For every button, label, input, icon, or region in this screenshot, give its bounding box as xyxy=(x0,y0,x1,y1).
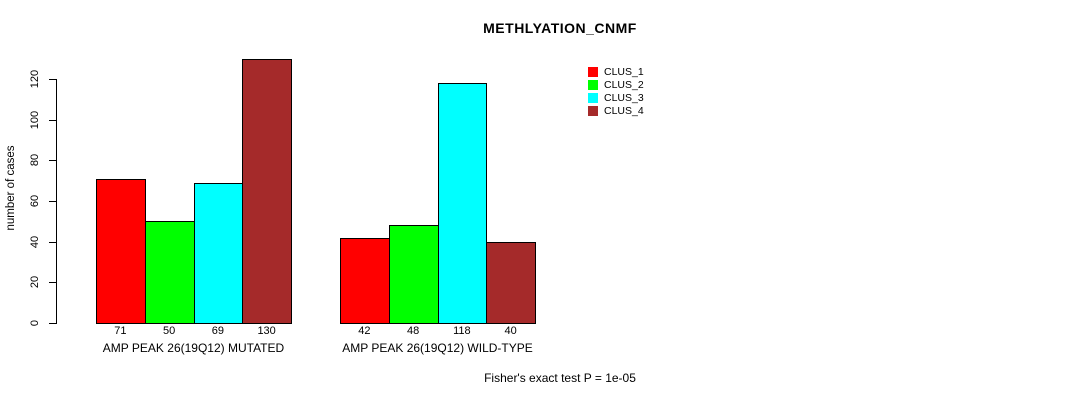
bar-value-label: 71 xyxy=(114,325,127,337)
y-axis-label: number of cases xyxy=(5,145,17,231)
y-axis-tick-label: 80 xyxy=(29,153,41,167)
y-axis-tick xyxy=(49,282,56,283)
legend-color-swatch xyxy=(588,67,598,77)
legend-item-label: CLUS_3 xyxy=(604,92,644,104)
y-axis-tick-label: 100 xyxy=(29,110,41,130)
bar-clus_1 xyxy=(96,178,146,324)
bar-value-label: 42 xyxy=(358,325,371,337)
legend-item: CLUS_2 xyxy=(588,79,658,92)
y-axis-tick xyxy=(49,79,56,80)
bar-clus_4 xyxy=(242,58,292,324)
bar-clus_3 xyxy=(437,83,488,324)
bar-clus_3 xyxy=(193,182,244,324)
y-axis-tick-label: 20 xyxy=(29,275,41,289)
bar-value-label: 130 xyxy=(257,325,276,337)
legend-item-label: CLUS_2 xyxy=(604,79,644,91)
legend-item-label: CLUS_4 xyxy=(604,105,644,117)
bar-clus_2 xyxy=(144,221,195,324)
y-axis-tick-label: 0 xyxy=(29,319,41,327)
y-axis-tick-label: 120 xyxy=(29,69,41,89)
y-axis-tick xyxy=(49,160,56,161)
legend-color-swatch xyxy=(588,80,598,90)
bar-value-label: 50 xyxy=(163,325,176,337)
y-axis-tick-label: 60 xyxy=(29,194,41,208)
legend-color-swatch xyxy=(588,93,598,103)
legend-item: CLUS_3 xyxy=(588,92,658,105)
bar-value-label: 48 xyxy=(407,325,420,337)
legend-color-swatch xyxy=(588,106,598,116)
y-axis-tick xyxy=(49,201,56,202)
y-axis-tick-label: 40 xyxy=(29,235,41,249)
y-axis-tick xyxy=(49,323,56,324)
y-axis-tick xyxy=(49,120,56,121)
annotation-text: Fisher's exact test P = 1e-05 xyxy=(484,371,636,385)
bar-value-label: 118 xyxy=(453,325,471,337)
legend-item: CLUS_1 xyxy=(588,66,658,79)
bar-value-label: 40 xyxy=(504,325,517,337)
bar-clus_2 xyxy=(388,225,439,324)
y-axis-line xyxy=(56,79,57,324)
bar-value-label: 69 xyxy=(211,325,224,337)
chart-title: METHLYATION_CNMF xyxy=(483,20,637,36)
group-axis-label: AMP PEAK 26(19Q12) MUTATED xyxy=(102,341,285,355)
legend-item: CLUS_4 xyxy=(588,105,658,118)
y-axis-tick xyxy=(49,242,56,243)
group-axis-label: AMP PEAK 26(19Q12) WILD-TYPE xyxy=(342,341,533,355)
bar-clus_4 xyxy=(486,241,536,324)
legend-item-label: CLUS_1 xyxy=(604,66,644,78)
bar-clus_1 xyxy=(340,237,390,324)
